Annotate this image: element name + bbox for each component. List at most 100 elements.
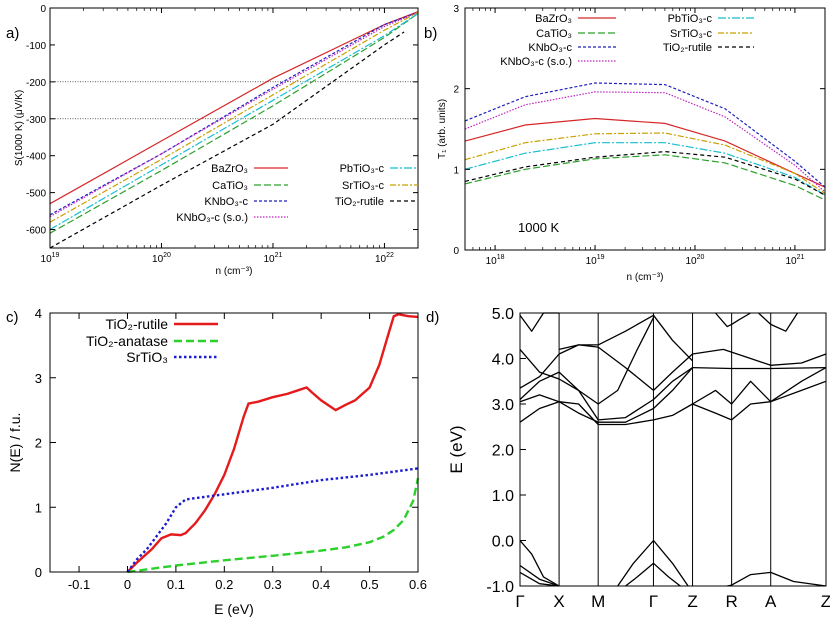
- panel-a: 0 -100 -200 -300 -400 -500 -600 1019 1020 1021 102…: [6, 4, 419, 277]
- pb-xtick-label: 1018: [486, 254, 505, 267]
- pc-frame: [49, 312, 419, 573]
- pd-kpoint-label: Γ: [515, 592, 524, 611]
- pd-kpoint-label: R: [725, 592, 737, 611]
- pc-ytick-label: 3: [35, 371, 42, 386]
- pa-series-4: [49, 11, 419, 218]
- pd-band-18: [692, 367, 827, 421]
- pd-kpoint-label: Z: [687, 592, 697, 611]
- pd-ytick-label: 1.0: [492, 488, 514, 505]
- pb-ytick-label: 2: [453, 85, 459, 96]
- panel-c: 0 1 2 3 4 -0.1 0 0.1 0.2 0.3 0.4 0.5 0.6 c) E (eV) N(E)…: [6, 306, 427, 617]
- pa-xtick-label: 1021: [263, 252, 282, 265]
- pa-xlabel: n (cm⁻³): [216, 266, 253, 277]
- pd-band-20: [715, 312, 751, 328]
- pc-xtick-label: 0.4: [312, 577, 330, 592]
- pb-xlabel: n (cm⁻³): [627, 272, 664, 283]
- pd-band-17: [692, 380, 827, 405]
- pc-series-1: [126, 313, 419, 573]
- pb-series-5: [464, 142, 826, 196]
- pc-ytick-label: 0: [35, 565, 42, 580]
- pb-legend-5-label: PbTiO₃-c: [668, 13, 713, 25]
- pd-band-3: [519, 540, 560, 587]
- pb-legend-3-label: KNbO₃-c: [528, 42, 572, 54]
- pc-ytick-label: 4: [35, 306, 42, 321]
- pa-ytick-label: 0: [40, 4, 46, 15]
- pb-ytick-label: 0: [453, 246, 459, 257]
- pd-band-6: [625, 562, 654, 587]
- pa-ylabel: S(1000 K) (μV/K): [14, 90, 25, 166]
- pc-xtick-label: 0.5: [361, 577, 379, 592]
- pd-band-11: [519, 367, 693, 421]
- pc-series-3: [126, 467, 419, 573]
- pd-panel-label: d): [426, 309, 439, 326]
- pb-series-6: [464, 132, 826, 194]
- pc-ytick-label: 1: [35, 500, 42, 515]
- pd-band-5: [653, 540, 689, 587]
- pb-series-3: [464, 82, 826, 188]
- pd-band-4: [617, 540, 654, 587]
- pc-legend-1-label: TiO₂-rutile: [106, 316, 169, 332]
- pa-legend-1-label: BaZrO₃: [211, 163, 248, 175]
- pb-series-4: [464, 91, 826, 193]
- pc-ylabel: N(E) / f.u.: [7, 413, 23, 473]
- pd-band-9: [519, 401, 693, 426]
- pb-annotation: 1000 K: [518, 220, 560, 235]
- pa-series-7: [49, 31, 405, 249]
- pb-ytick-label: 3: [453, 4, 459, 15]
- pc-panel-label: c): [6, 309, 19, 326]
- pa-ytick-label: -100: [26, 41, 46, 52]
- pd-kpoint-label: Z: [821, 592, 830, 611]
- pd-kpoint-label: X: [553, 592, 564, 611]
- pa-legend-4-label: KNbO₃-c (s.o.): [176, 212, 248, 224]
- pd-ytick-label: 0.0: [492, 534, 514, 551]
- pa-legend-6-label: SrTiO₃-c: [342, 180, 384, 192]
- pb-panel-label: b): [424, 25, 437, 42]
- pb-series-7: [464, 150, 826, 196]
- panel-d: Γ X M Γ Z R A Z -1.0 0.0 1.0 2.0 3.0 4.0 5.0 d) E (eV): [426, 306, 830, 611]
- pd-ytick-label: 3.0: [492, 397, 514, 414]
- pb-legend-2-label: CaTiO₃: [536, 28, 572, 40]
- pa-legend-3-label: KNbO₃-c: [204, 196, 248, 208]
- pd-kpoint-label: Γ: [649, 592, 658, 611]
- pd-ylabel: E (eV): [447, 425, 466, 473]
- pb-legend-1-label: BaZrO₃: [535, 13, 572, 25]
- pb-xtick-label: 1019: [586, 254, 605, 267]
- pb-xtick-label: 1020: [686, 254, 705, 267]
- pd-band-14: [558, 314, 693, 362]
- pc-ytick-label: 2: [35, 436, 42, 451]
- pa-legend-7-label: TiO₂-rutile: [335, 196, 384, 208]
- pa-ytick-label: -200: [26, 78, 46, 89]
- pd-band-13: [519, 317, 655, 405]
- pb-series-2: [464, 154, 826, 201]
- pa-frame: [49, 7, 419, 249]
- pa-series-5: [49, 12, 419, 231]
- pa-xtick-label: 1020: [152, 252, 171, 265]
- pb-xtick-label: 1021: [785, 254, 804, 267]
- pa-xtick-label: 1022: [375, 252, 394, 265]
- pb-ylabel: T₁ (arb. units): [437, 99, 448, 159]
- pd-band-2: [519, 571, 560, 587]
- pb-legend-7-label: TiO₂-rutile: [663, 42, 712, 54]
- pa-legend-5-label: PbTiO₃-c: [340, 163, 385, 175]
- pc-series-2: [127, 477, 420, 574]
- pd-kpoint-label: M: [591, 592, 605, 611]
- pd-band-21: [758, 312, 799, 332]
- pd-band-7: [653, 562, 681, 587]
- pd-band-16: [692, 366, 827, 370]
- pb-legend-4-label: KNbO₃-c (s.o.): [500, 56, 572, 68]
- pb-ytick-label: 1: [453, 165, 459, 176]
- pc-legend-3-label: SrTiO₃: [126, 349, 168, 365]
- pa-series-3: [49, 11, 419, 216]
- pb-legend-6-label: SrTiO₃-c: [670, 28, 712, 40]
- pd-band-10: [519, 367, 693, 423]
- pc-xlabel: E (eV): [214, 601, 254, 617]
- pa-series-2: [49, 13, 419, 234]
- pd-band-19: [692, 348, 827, 366]
- pb-frame: [464, 7, 826, 251]
- pd-band-15: [519, 312, 560, 332]
- pc-legend-2-label: TiO₂-anatase: [86, 333, 168, 349]
- pd-ytick-label: 4.0: [492, 352, 514, 369]
- panel-b: 0 1 2 3 1018 1019 1020 1021 b) n (cm⁻³) T₁ (arb. u…: [424, 4, 826, 283]
- pc-xtick-label: 0.1: [167, 577, 185, 592]
- pd-band-1: [519, 564, 560, 587]
